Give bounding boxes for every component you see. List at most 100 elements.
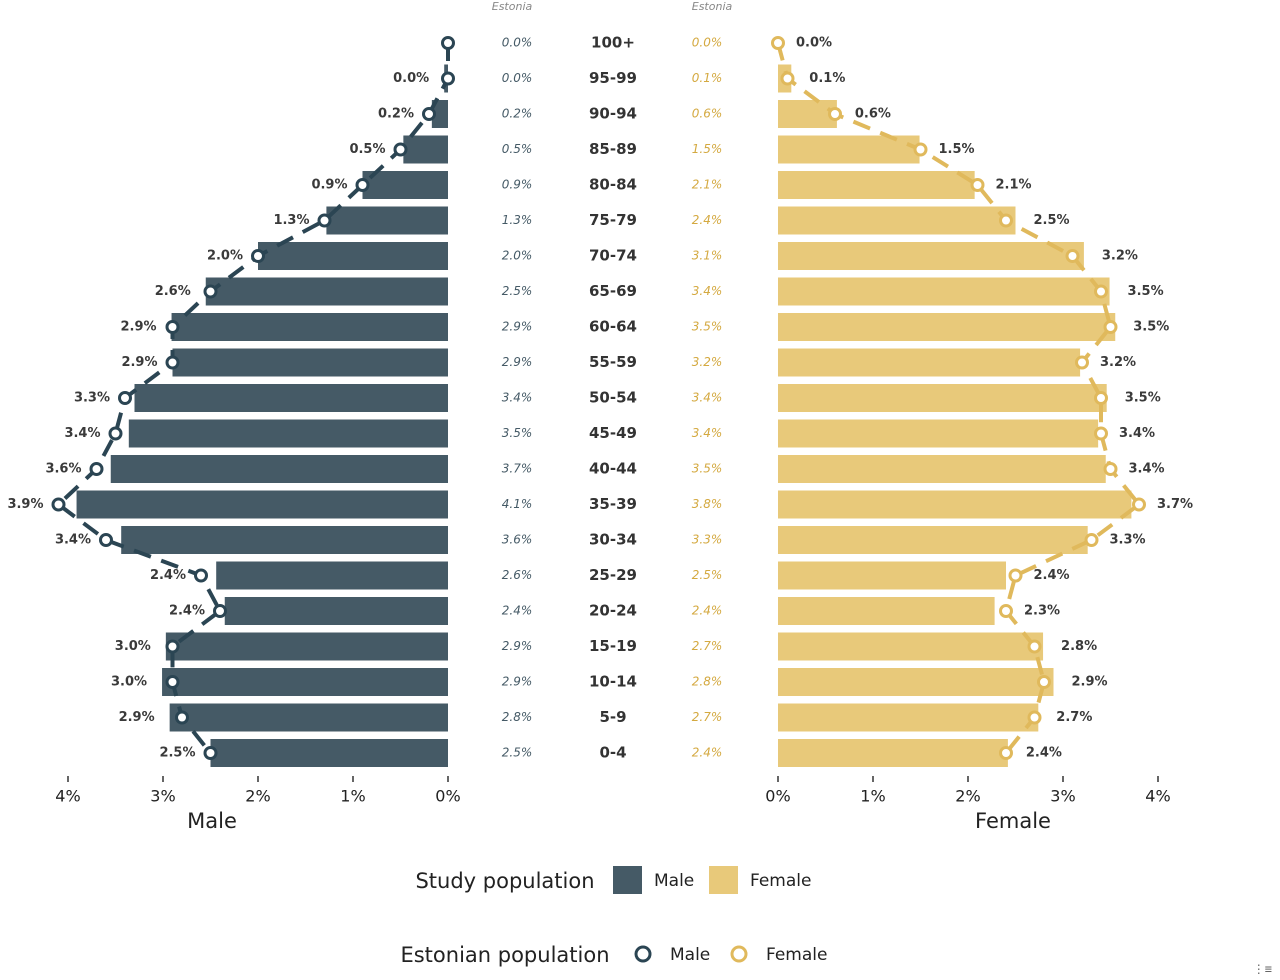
male-bar <box>172 348 448 377</box>
male-estonia-point <box>108 426 123 441</box>
female-estonia-point <box>828 107 842 121</box>
labels-layer: 0.0% 0.0% 0.0% 100+ 0.0% 0.1% 0.0% 0.1% 95-99 0.2… <box>7 34 1193 762</box>
female-estonia-point <box>1037 675 1051 689</box>
legend-study-title: Study population <box>415 869 594 893</box>
female-value-label: 2.8% <box>1061 639 1097 654</box>
female-value-label: 3.5% <box>1128 284 1164 299</box>
male-estonia-value: 2.9% <box>502 320 533 334</box>
female-bar <box>778 348 1081 377</box>
female-estonia-point <box>1132 497 1146 512</box>
legend-female-bar-label: Female <box>750 871 811 891</box>
female-bar <box>778 632 1044 661</box>
male-value-label: 2.5% <box>159 746 195 761</box>
age-group-label: 80-84 <box>589 176 637 194</box>
corner-icon: ⋮≡ <box>1252 962 1272 976</box>
female-estonia-line <box>776 42 1142 755</box>
male-value-label: 3.6% <box>45 462 81 477</box>
female-value-label: 2.4% <box>1026 746 1062 761</box>
legend-study: Study population Male Female <box>415 866 811 894</box>
male-value-label: 2.4% <box>150 568 186 583</box>
female-value-label: 2.3% <box>1024 604 1060 619</box>
male-estonia-value: 2.0% <box>502 249 533 263</box>
female-estonia-value: 0.0% <box>692 36 723 50</box>
female-estonia-point <box>999 746 1013 760</box>
female-estonia-point <box>1027 639 1042 654</box>
female-value-label: 2.7% <box>1056 710 1092 725</box>
female-estonia-value: 2.7% <box>692 710 723 724</box>
right-axis-tick-label: 0% <box>765 787 790 806</box>
female-estonia-point <box>780 71 795 86</box>
male-estonia-point <box>213 604 227 618</box>
male-bar <box>362 171 448 199</box>
male-value-label: 2.9% <box>120 320 156 335</box>
left-axis-tick-label: 0% <box>435 787 460 806</box>
male-estonia-value: 2.5% <box>502 284 533 298</box>
female-value-label: 3.4% <box>1129 462 1165 477</box>
male-estonia-value: 0.0% <box>502 71 533 85</box>
age-group-label: 95-99 <box>589 69 637 87</box>
male-estonia-value: 1.3% <box>502 213 533 227</box>
age-group-label: 15-19 <box>589 637 637 655</box>
female-value-label: 0.1% <box>809 71 845 86</box>
male-estonia-value: 2.9% <box>502 639 533 653</box>
female-value-label: 1.5% <box>939 142 975 157</box>
male-bar <box>210 739 448 767</box>
female-value-label: 3.4% <box>1119 426 1155 441</box>
female-bar <box>778 668 1054 696</box>
female-estonia-point <box>999 213 1013 228</box>
points-layer <box>51 36 1146 760</box>
male-estonia-point <box>422 107 436 121</box>
male-value-label: 2.9% <box>119 710 155 725</box>
age-group-label: 70-74 <box>589 247 637 265</box>
female-value-label: 3.3% <box>1110 533 1146 548</box>
female-value-label: 2.1% <box>996 178 1032 193</box>
male-estonia-point <box>89 462 104 476</box>
female-estonia-point <box>913 142 928 157</box>
male-value-label: 3.0% <box>111 675 147 690</box>
female-estonia-value: 2.7% <box>692 639 723 653</box>
male-estonia-value: 0.5% <box>502 142 533 156</box>
male-estonia-point <box>317 213 332 228</box>
male-estonia-point <box>355 178 370 192</box>
age-group-label: 25-29 <box>589 566 637 584</box>
female-bar <box>778 171 975 199</box>
age-group-label: 0-4 <box>599 744 626 762</box>
male-bar <box>128 419 449 448</box>
male-estonia-point <box>165 675 180 689</box>
male-value-label: 3.9% <box>7 497 43 512</box>
age-group-label: 60-64 <box>589 318 637 336</box>
female-value-label: 3.5% <box>1125 391 1161 406</box>
male-value-label: 2.0% <box>207 249 243 264</box>
male-estonia-value: 3.6% <box>502 533 533 547</box>
female-estonia-point <box>1094 391 1108 405</box>
right-x-axis: 0% 1% 2% 3% 4% <box>765 776 1171 806</box>
male-estonia-point <box>165 320 180 334</box>
female-estonia-point <box>999 604 1013 618</box>
age-group-label: 90-94 <box>589 105 637 123</box>
male-estonia-point <box>441 71 455 86</box>
male-value-label: 3.0% <box>115 639 151 654</box>
male-estonia-value: 2.6% <box>502 568 533 582</box>
female-value-label: 3.2% <box>1102 249 1138 264</box>
male-estonia-header: Estonia <box>492 0 533 13</box>
female-estonia-value: 2.4% <box>692 213 723 227</box>
male-estonia-point <box>393 142 408 157</box>
male-estonia-point <box>165 639 180 654</box>
male-value-label: 0.0% <box>393 71 429 86</box>
age-group-label: 85-89 <box>589 140 637 158</box>
male-estonia-point <box>165 355 180 370</box>
age-group-label: 10-14 <box>589 673 637 691</box>
male-value-label: 2.6% <box>155 284 191 299</box>
female-value-label: 0.0% <box>796 36 832 51</box>
left-axis-tick-label: 3% <box>150 787 175 806</box>
female-estonia-header: Estonia <box>692 0 733 13</box>
female-estonia-value: 3.5% <box>692 320 723 334</box>
female-bar <box>778 455 1106 483</box>
male-value-label: 0.9% <box>311 178 347 193</box>
male-estonia-point <box>51 497 66 512</box>
age-group-label: 65-69 <box>589 282 637 300</box>
legend-estonian: Estonian population Male Female <box>400 943 827 967</box>
male-estonia-point <box>203 746 218 760</box>
male-bar <box>76 490 449 519</box>
right-axis-tick-label: 3% <box>1050 787 1075 806</box>
